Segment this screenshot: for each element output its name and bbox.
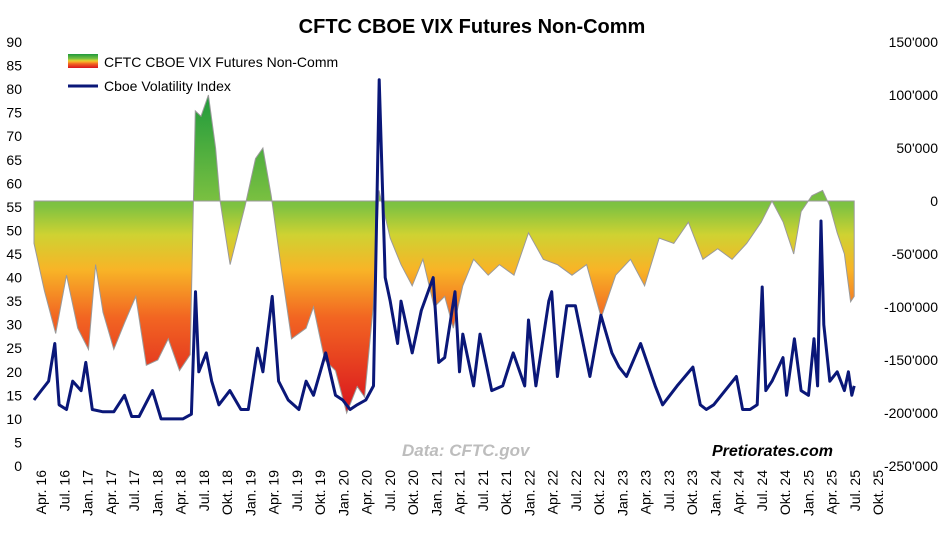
x-tick-label: Okt. 24 xyxy=(777,470,793,515)
x-tick-label: Okt. 25 xyxy=(870,470,886,515)
right-tick-label: 50'000 xyxy=(896,140,938,156)
x-tick-label: Apr. 16 xyxy=(33,470,49,515)
x-axis: Apr. 16 Jul. 16 Jan. 17 Apr. 17 Jul. 17 Jan. … xyxy=(33,470,886,516)
vix-line-series xyxy=(32,78,856,421)
legend-label-cot: CFTC CBOE VIX Futures Non-Comm xyxy=(104,54,338,70)
left-tick-label: 50 xyxy=(6,222,22,238)
x-tick-label: Apr. 21 xyxy=(452,470,468,515)
left-tick-label: 65 xyxy=(6,152,22,168)
x-tick-label: Jan. 22 xyxy=(521,470,537,516)
x-tick-label: Jan. 18 xyxy=(149,470,165,516)
source-note: Data: CFTC.gov xyxy=(402,441,531,460)
left-tick-label: 30 xyxy=(6,317,22,333)
x-tick-label: Apr. 24 xyxy=(731,470,747,515)
legend-label-vix: Cboe Volatility Index xyxy=(104,78,231,94)
left-axis: 0 5 10 15 20 25 30 35 40 45 50 55 60 65 70 75 80 85 90 xyxy=(6,34,22,474)
left-tick-label: 60 xyxy=(6,175,22,191)
x-tick-label: Jul. 25 xyxy=(847,470,863,511)
x-tick-label: Jul. 20 xyxy=(382,470,398,511)
left-tick-label: 55 xyxy=(6,199,22,215)
x-tick-label: Jul. 22 xyxy=(568,470,584,511)
cot-area-series xyxy=(33,94,855,415)
right-tick-label: -150'000 xyxy=(884,352,938,368)
x-tick-label: Jan. 24 xyxy=(707,470,723,516)
x-tick-label: Jul. 21 xyxy=(475,470,491,511)
x-tick-label: Jul. 23 xyxy=(661,470,677,511)
legend-swatch-cot xyxy=(68,54,98,68)
cot-area xyxy=(33,94,855,415)
left-tick-label: 10 xyxy=(6,411,22,427)
right-tick-label: 0 xyxy=(930,193,938,209)
x-tick-label: Okt. 19 xyxy=(312,470,328,515)
chart-title: CFTC CBOE VIX Futures Non-Comm xyxy=(299,16,646,38)
x-tick-label: Jan. 17 xyxy=(80,470,96,516)
legend: CFTC CBOE VIX Futures Non-Comm Cboe Vola… xyxy=(68,54,338,94)
brand-label: Pretiorates.com xyxy=(712,443,833,460)
x-tick-label: Okt. 20 xyxy=(405,470,421,515)
right-tick-label: -50'000 xyxy=(892,246,938,262)
left-tick-label: 85 xyxy=(6,58,22,74)
right-tick-label: 150'000 xyxy=(889,34,939,50)
right-tick-label: 100'000 xyxy=(889,87,939,103)
x-tick-label: Apr. 22 xyxy=(545,470,561,515)
x-tick-label: Apr. 20 xyxy=(359,470,375,515)
left-tick-label: 20 xyxy=(6,364,22,380)
left-tick-label: 70 xyxy=(6,128,22,144)
left-tick-label: 15 xyxy=(6,387,22,403)
left-tick-label: 25 xyxy=(6,340,22,356)
left-tick-label: 90 xyxy=(6,34,22,50)
right-tick-label: -100'000 xyxy=(884,299,938,315)
x-tick-label: Okt. 18 xyxy=(219,470,235,515)
left-tick-label: 75 xyxy=(6,105,22,121)
x-tick-label: Jul. 17 xyxy=(126,470,142,511)
x-tick-label: Jan. 25 xyxy=(800,470,816,516)
x-tick-label: Apr. 19 xyxy=(266,470,282,515)
x-tick-label: Jan. 21 xyxy=(428,470,444,516)
right-axis: -250'000 -200'000 -150'000 -100'000 -50'000 0… xyxy=(884,34,938,474)
left-tick-label: 0 xyxy=(14,458,22,474)
x-tick-label: Apr. 25 xyxy=(824,470,840,515)
right-tick-label: -250'000 xyxy=(884,458,938,474)
x-tick-label: Jan. 23 xyxy=(614,470,630,516)
x-tick-label: Jan. 20 xyxy=(335,470,351,516)
left-tick-label: 80 xyxy=(6,81,22,97)
left-tick-label: 40 xyxy=(6,270,22,286)
left-tick-label: 35 xyxy=(6,293,22,309)
left-tick-label: 45 xyxy=(6,246,22,262)
x-tick-label: Jul. 16 xyxy=(56,470,72,511)
x-tick-label: Apr. 17 xyxy=(103,470,119,515)
vix-line xyxy=(32,78,856,421)
x-tick-label: Jul. 18 xyxy=(196,470,212,511)
x-tick-label: Jul. 24 xyxy=(754,470,770,511)
right-tick-label: -200'000 xyxy=(884,405,938,421)
x-tick-label: Apr. 23 xyxy=(638,470,654,515)
x-tick-label: Okt. 22 xyxy=(591,470,607,515)
x-tick-label: Jul. 19 xyxy=(289,470,305,511)
left-tick-label: 5 xyxy=(14,434,22,450)
x-tick-label: Jan. 19 xyxy=(242,470,258,516)
x-tick-label: Okt. 21 xyxy=(498,470,514,515)
x-tick-label: Apr. 18 xyxy=(173,470,189,515)
x-tick-label: Okt. 23 xyxy=(684,470,700,515)
